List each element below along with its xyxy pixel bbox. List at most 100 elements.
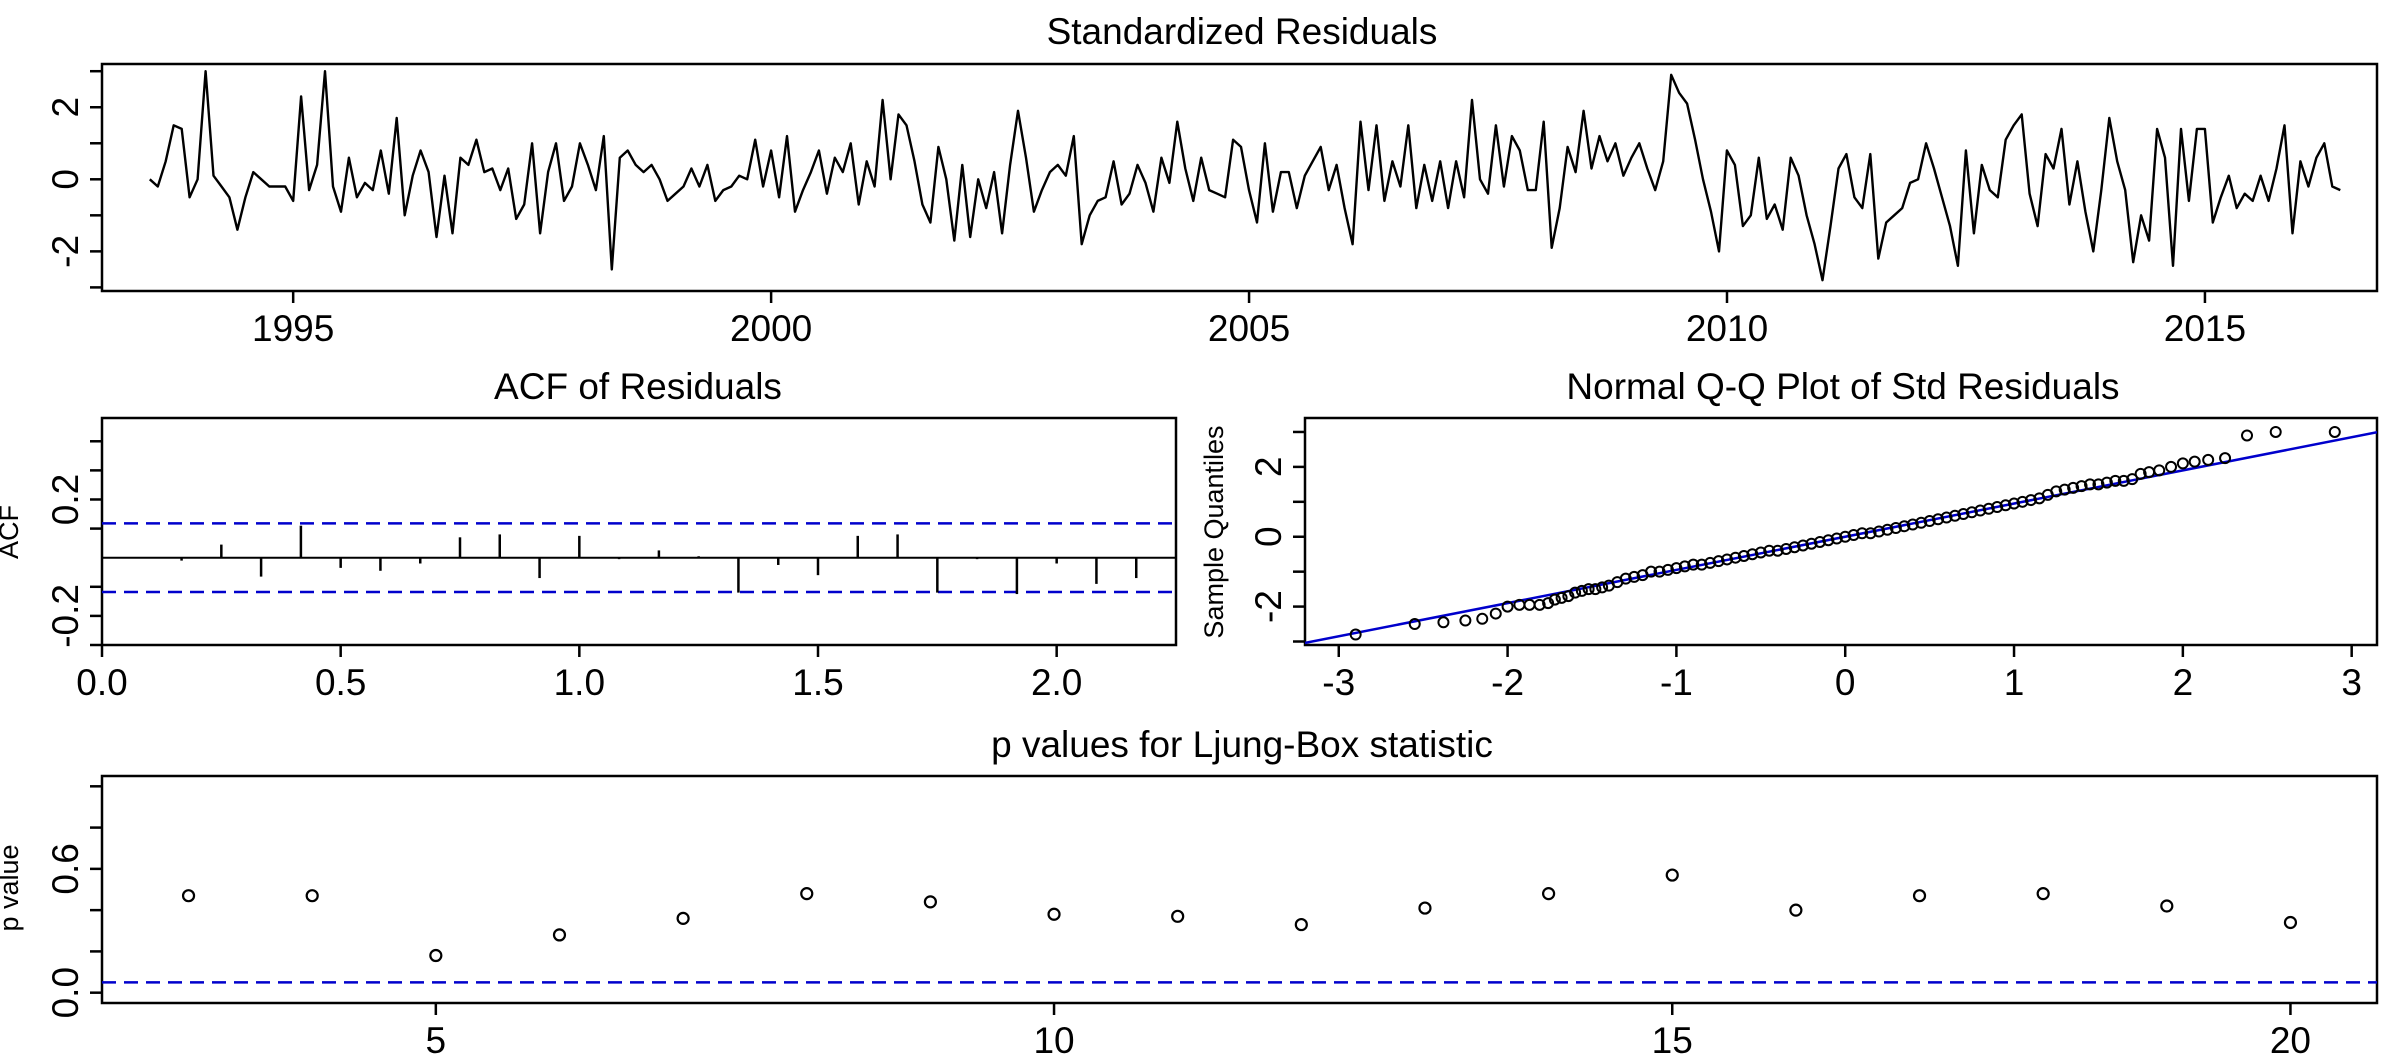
resid-y-tick-label: 2 [45, 97, 86, 118]
qq-point [1569, 586, 1582, 599]
resid-y-tick-label: 0 [45, 169, 86, 190]
qq-point [1575, 584, 1588, 597]
qq-point [1678, 560, 1691, 573]
qq-point [1721, 553, 1734, 566]
qq-point [1754, 546, 1767, 559]
qq-point [2008, 497, 2021, 510]
resid-x-tick-label: 2010 [1686, 308, 1768, 349]
ljung-point [552, 928, 567, 942]
qq-y-tick-label: 2 [1248, 457, 1289, 478]
ljung-plot-frame [100, 774, 2379, 1005]
qq-point [1864, 527, 1877, 540]
acf-x-tick-label: 2.0 [1031, 662, 1082, 703]
ljung-point [1171, 909, 1185, 923]
qq-point [1349, 628, 1362, 641]
ljung-x-tick-label: 10 [1033, 1020, 1074, 1061]
qq-point [1813, 535, 1826, 548]
acf-x-tick-label: 0.5 [315, 662, 366, 703]
qq-point [1948, 509, 1961, 522]
qq-point [1628, 570, 1641, 583]
qq-point [1562, 590, 1575, 603]
qq-point [1653, 565, 1666, 578]
qq-point [1408, 618, 1421, 631]
residuals-title: Standardized Residuals [1047, 11, 1438, 52]
qq-point [1965, 506, 1978, 519]
residuals-y-axis: -2 0 2 [45, 69, 102, 289]
ljung-point [305, 889, 319, 903]
ljung-y-label: p value [0, 844, 24, 931]
panel-ljung-box: p values for Ljung-Box statistic p value… [0, 724, 2379, 1061]
residuals-line [148, 69, 2341, 282]
ljung-title: p values for Ljung-Box statistic [991, 724, 1493, 765]
qq-point [1940, 511, 1953, 524]
qq-point [1982, 502, 1995, 515]
ljung-y-axis: 0.0 0.6 [45, 785, 102, 1018]
qq-point [2241, 429, 2254, 442]
qq-title: Normal Q-Q Plot of Std Residuals [1566, 366, 2119, 407]
qq-point [1974, 504, 1987, 517]
qq-x-tick-label: 0 [1835, 662, 1856, 703]
qq-point [1695, 558, 1708, 571]
ljung-point [181, 889, 196, 903]
qq-point [1737, 549, 1750, 562]
qq-point [1771, 544, 1784, 557]
panel-residuals: Standardized Residuals 1995 2000 2005 2010 2… [45, 11, 2379, 349]
qq-point [1596, 581, 1609, 594]
qq-point [1476, 612, 1489, 625]
ljung-point [1665, 868, 1679, 882]
qq-point [1489, 607, 1502, 620]
qq-point [2153, 464, 2166, 477]
ljung-point [2036, 887, 2050, 901]
qq-point [1687, 558, 1700, 571]
qq-point [1619, 572, 1632, 585]
qq-point [1780, 542, 1793, 555]
acf-y-tick-label: -0.2 [45, 584, 86, 648]
resid-x-tick-label: 2015 [2164, 308, 2246, 349]
qq-point [2176, 457, 2189, 470]
qq-point [1830, 532, 1843, 545]
qq-point [1872, 525, 1885, 538]
qq-y-tick-label: 0 [1248, 526, 1289, 547]
qq-x-tick-label: 1 [2004, 662, 2025, 703]
qq-point [1542, 597, 1555, 610]
qq-x-tick-label: 2 [2173, 662, 2194, 703]
qq-point [1704, 556, 1717, 569]
qq-point [2024, 494, 2037, 507]
ljung-point [1047, 907, 1061, 921]
ljung-x-tick-label: 15 [1652, 1020, 1693, 1061]
ljung-y-tick-label: 0.6 [45, 843, 86, 894]
acf-x-tick-label: 0.0 [76, 662, 127, 703]
qq-point [1661, 563, 1674, 576]
qq-plot-frame [1303, 416, 2379, 647]
panel-acf: ACF of Residuals ACF 0.0 0.5 1.0 1.5 2.0 -0.… [0, 366, 1178, 703]
qq-point [2075, 480, 2088, 493]
qq-point [2016, 495, 2029, 508]
acf-series [102, 522, 1176, 595]
qq-x-axis: -3 -2 -1 0 1 2 3 [1322, 645, 2362, 703]
qq-point [1822, 534, 1835, 547]
resid-y-tick-label: -2 [45, 235, 86, 268]
residuals-plot-frame [100, 62, 2379, 293]
qq-point [2067, 481, 2080, 494]
qq-point [2117, 474, 2130, 487]
acf-x-tick-label: 1.0 [554, 662, 605, 703]
qq-point [1555, 591, 1568, 604]
qq-point [2134, 467, 2147, 480]
qq-point [1847, 528, 1860, 541]
qq-point [2188, 455, 2201, 468]
qq-point [1856, 527, 1869, 540]
qq-y-tick-label: -2 [1248, 590, 1289, 623]
qq-point [1746, 548, 1759, 561]
qq-point [1548, 593, 1561, 606]
ljung-point [2160, 899, 2174, 913]
qq-x-tick-label: 3 [2341, 662, 2362, 703]
residuals-x-axis: 1995 2000 2005 2010 2015 [252, 291, 2246, 349]
qq-point [1582, 583, 1595, 596]
resid-x-tick-label: 1995 [252, 308, 334, 349]
acf-y-tick-label: 0.2 [45, 474, 86, 525]
resid-x-tick-label: 2000 [730, 308, 812, 349]
qq-point [2092, 478, 2105, 491]
ljung-y-tick-label: 0.0 [45, 967, 86, 1018]
qq-point [1729, 551, 1742, 564]
